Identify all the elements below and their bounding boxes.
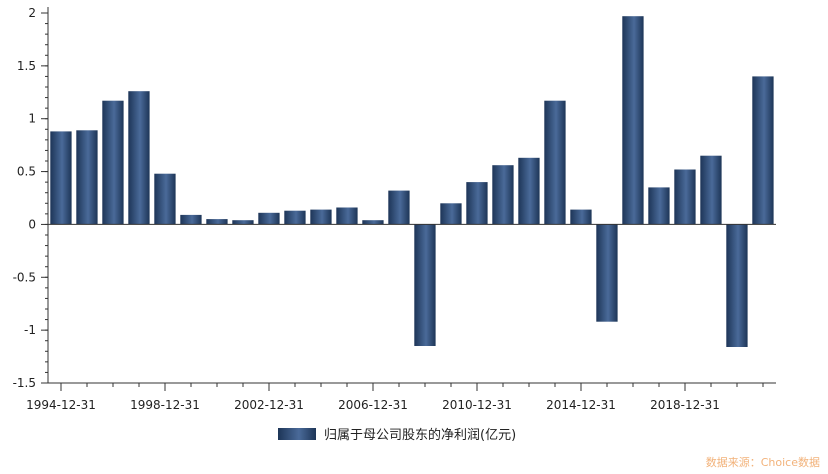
bar-1998-12-31 — [154, 173, 176, 225]
bar-2015-12-31 — [596, 224, 618, 322]
x-axis: 1994-12-31 1998-12-31 2002-12-31 2006-12-31… — [26, 223, 776, 412]
y-tick-label: 2 — [28, 6, 36, 20]
y-tick-label: 1 — [28, 112, 36, 126]
bar-1995-12-31 — [76, 130, 98, 225]
bar-2005-12-31 — [336, 207, 358, 225]
watermark: 数据来源：Choice数据 — [705, 456, 820, 469]
bars — [50, 16, 774, 347]
bar-2004-12-31 — [310, 209, 332, 225]
bar-2020-12-31 — [726, 224, 748, 347]
x-tick-label: 2002-12-31 — [234, 398, 304, 412]
bar-2007-12-31 — [388, 190, 410, 225]
bar-2009-12-31 — [440, 203, 462, 225]
bar-1996-12-31 — [102, 100, 124, 225]
bar-1997-12-31 — [128, 91, 150, 225]
bar-2002-12-31 — [258, 212, 280, 225]
legend: 归属于母公司股东的净利润(亿元) — [278, 424, 516, 443]
bar-2011-12-31 — [492, 165, 514, 225]
bar-2012-12-31 — [518, 157, 540, 225]
legend-label: 归属于母公司股东的净利润(亿元) — [324, 428, 517, 443]
bar-2010-12-31 — [466, 182, 488, 225]
y-tick-label: 0.5 — [17, 165, 36, 179]
x-tick-label: 1998-12-31 — [130, 398, 200, 412]
legend-swatch — [278, 427, 316, 440]
bar-1994-12-31 — [50, 131, 72, 225]
y-tick-label: -0.5 — [13, 270, 36, 284]
x-tick-label: 2006-12-31 — [338, 398, 408, 412]
bar-2013-12-31 — [544, 100, 566, 225]
bar-2008-12-31 — [414, 224, 436, 346]
x-tick-label: 2018-12-31 — [650, 398, 720, 412]
bar-1999-12-31 — [180, 214, 202, 225]
bar-2014-12-31 — [570, 209, 592, 225]
y-axis: 2 1.5 1 0.5 0 -0.5 -1 -1.5 — [13, 6, 49, 390]
bar-2016-12-31 — [622, 16, 644, 225]
x-tick-label: 2014-12-31 — [546, 398, 616, 412]
bar-2003-12-31 — [284, 210, 306, 225]
x-tick-label: 2010-12-31 — [442, 398, 512, 412]
y-tick-label: -1 — [24, 323, 36, 337]
x-tick-label: 1994-12-31 — [26, 398, 96, 412]
y-tick-label: 1.5 — [17, 59, 36, 73]
bar-2001-12-31 — [232, 220, 254, 225]
bar-2019-12-31 — [700, 155, 722, 225]
bar-2000-12-31 — [206, 219, 228, 225]
y-tick-label: 0 — [28, 217, 36, 231]
bar-2021-12-31 — [752, 76, 774, 225]
bar-2017-12-31 — [648, 187, 670, 225]
y-tick-label: -1.5 — [13, 376, 36, 390]
bar-2006-12-31 — [362, 220, 384, 225]
bar-2018-12-31 — [674, 169, 696, 225]
